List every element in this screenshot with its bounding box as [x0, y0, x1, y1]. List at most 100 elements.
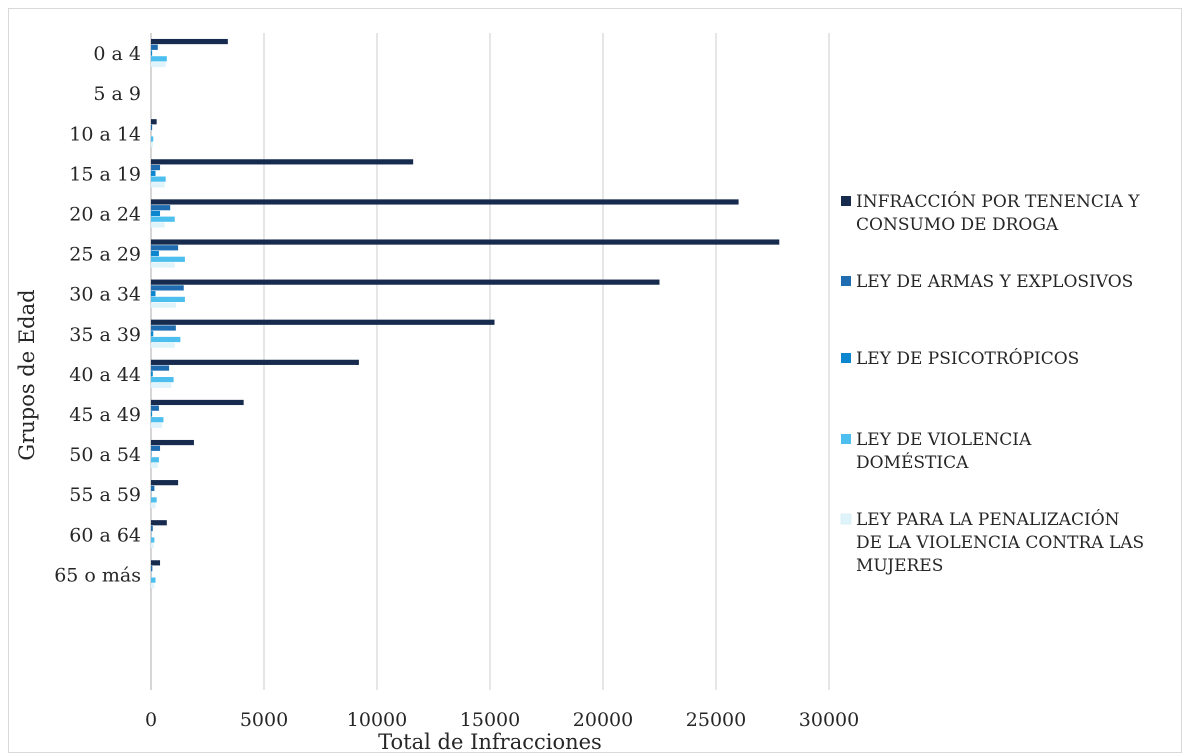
y-axis-title: Grupos de Edad: [15, 289, 39, 460]
y-tick-label: 35 a 39: [69, 324, 141, 346]
bar: [151, 399, 244, 406]
bar: [151, 543, 154, 549]
x-tick-label: 0: [145, 709, 157, 731]
bar: [151, 165, 161, 171]
bar: [151, 336, 181, 343]
legend-swatch: [841, 276, 851, 286]
legend-label: LEY DE PSICOTRÓPICOS: [856, 348, 1079, 369]
x-tick-label: 25000: [686, 709, 746, 731]
legend-label: DE LA VIOLENCIA CONTRA LAS: [856, 533, 1144, 553]
bar: [151, 205, 171, 211]
bar: [151, 319, 495, 325]
bar-series: [151, 38, 780, 589]
bar: [151, 56, 167, 62]
bar: [151, 262, 175, 268]
legend-label: INFRACCIÓN POR TENENCIA Y: [856, 191, 1140, 212]
x-tick-label: 15000: [460, 709, 520, 731]
legend-swatch: [841, 353, 851, 363]
x-tick-label: 5000: [240, 709, 288, 731]
legend-label: MUJERES: [856, 556, 943, 576]
y-tick-label: 45 a 49: [69, 404, 141, 426]
bar: [151, 377, 174, 383]
bar: [151, 256, 185, 262]
bar: [151, 583, 155, 589]
chart-frame: [8, 8, 1182, 753]
y-tick-label: 60 a 64: [69, 524, 141, 546]
bar: [151, 199, 739, 205]
bar: [151, 182, 165, 188]
bar: [151, 485, 155, 491]
bar: [151, 480, 179, 486]
bar: [151, 61, 166, 68]
legend-label: LEY DE ARMAS Y EXPLOSIVOS: [856, 272, 1133, 292]
bar: [151, 405, 159, 411]
bar: [151, 497, 157, 503]
bar: [151, 560, 161, 566]
bar: [151, 279, 660, 285]
bar: [151, 525, 153, 532]
x-tick-label: 30000: [799, 709, 859, 731]
bar: [151, 566, 153, 572]
bar: [151, 439, 194, 446]
bar: [151, 422, 163, 429]
bar: [151, 457, 159, 463]
y-tick-label: 0 a 4: [93, 43, 141, 65]
legend-swatch: [841, 434, 851, 444]
bar: [151, 38, 228, 45]
bar: [151, 124, 153, 131]
bar: [151, 331, 154, 337]
bar: [151, 44, 158, 50]
y-tick-label: 50 a 54: [69, 444, 141, 466]
bar: [151, 411, 153, 417]
legend: INFRACCIÓN POR TENENCIA Y CONSUMO DE DROG…: [840, 191, 1144, 576]
bar: [151, 537, 155, 543]
bar: [151, 296, 185, 302]
bar: [151, 359, 359, 365]
y-tick-label: 65 o más: [54, 564, 141, 586]
bar: [151, 302, 176, 308]
y-tick-label: 10 a 14: [69, 123, 141, 145]
y-tick-label: 25 a 29: [69, 244, 141, 266]
y-tick-label: 40 a 44: [69, 364, 141, 386]
x-tick-label: 10000: [347, 709, 407, 731]
y-tick-label: 55 a 59: [69, 484, 141, 506]
bar: [151, 119, 157, 125]
bar: [151, 239, 780, 245]
y-tick-label: 30 a 34: [69, 284, 141, 306]
bar: [151, 222, 165, 228]
y-axis-tick-labels: 0 a 4 5 a 9 10 a 14 15 a 19 20 a 24 25 a 29 30…: [54, 43, 141, 586]
bar: [151, 210, 161, 217]
bar: [151, 577, 156, 583]
bar: [151, 245, 179, 251]
bar: [151, 342, 175, 348]
bar: [151, 159, 414, 165]
bar: [151, 285, 184, 291]
bar: [151, 365, 170, 371]
legend-label: LEY DE VIOLENCIA: [856, 430, 1032, 450]
y-tick-label: 20 a 24: [69, 203, 141, 225]
bar: [151, 50, 153, 56]
legend-label: CONSUMO DE DROGA: [856, 215, 1059, 235]
bar: [151, 445, 161, 451]
bar: [151, 503, 156, 509]
legend-label: LEY PARA LA PENALIZACIÓN: [856, 509, 1120, 530]
bar: [151, 291, 156, 297]
y-tick-label: 5 a 9: [93, 83, 141, 105]
legend-label: DOMÉSTICA: [856, 452, 969, 473]
bar: [151, 520, 167, 526]
bar: [151, 170, 156, 176]
bar: [151, 382, 172, 388]
bar: [151, 325, 176, 331]
bar: [151, 462, 158, 469]
legend-swatch: [841, 196, 851, 206]
y-tick-label: 15 a 19: [69, 163, 141, 185]
bar: [151, 250, 159, 257]
x-axis-tick-labels: 0 5000 10000 15000 20000 25000 30000: [145, 709, 859, 731]
bar: [151, 136, 154, 142]
bar: [151, 176, 166, 182]
bar: [151, 216, 175, 222]
legend-swatch: [840, 513, 852, 525]
bar: [151, 417, 164, 423]
x-tick-label: 20000: [573, 709, 633, 731]
